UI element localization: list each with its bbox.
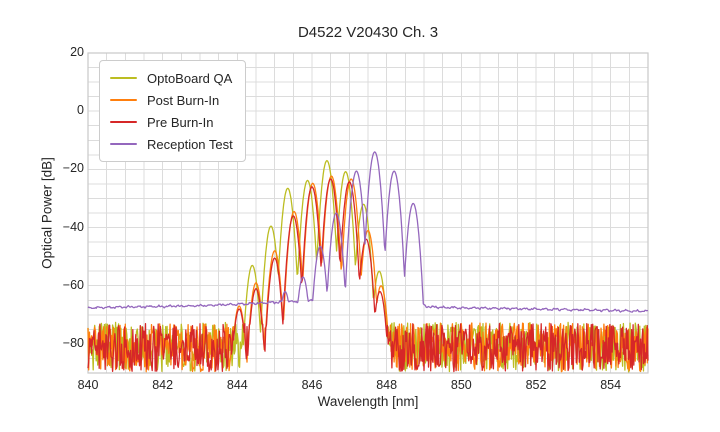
y-tick-label: −20: [62, 161, 84, 176]
y-tick-label: 20: [70, 45, 84, 59]
series-pre-burn-in: [87, 178, 649, 373]
y-tick-label: −80: [62, 335, 84, 350]
chart-title: D4522 V20430 Ch. 3: [297, 24, 439, 41]
series-post-burn-in: [87, 175, 649, 373]
x-tick-label: 854: [600, 378, 622, 392]
x-tick-label: 846: [301, 378, 323, 392]
legend-line-swatch: [110, 142, 137, 146]
x-tick-label: 840: [77, 378, 99, 392]
y-tick-label: −60: [62, 277, 84, 292]
y-tick-label: 0: [77, 103, 84, 118]
legend-item: Reception Test: [110, 133, 233, 155]
plot-border: [87, 52, 649, 374]
grid: [87, 52, 649, 374]
legend-line-swatch: [110, 98, 137, 102]
x-tick-label: 844: [226, 378, 248, 392]
legend-item: Post Burn-In: [110, 89, 233, 111]
x-axis-title: Wavelength [nm]: [317, 394, 419, 409]
legend-line-swatch: [110, 76, 137, 80]
y-tick-label: −40: [62, 219, 84, 234]
series-reception-test: [87, 151, 649, 313]
x-tick-label: 848: [376, 378, 398, 392]
x-tick-label: 842: [152, 378, 174, 392]
legend-item: Pre Burn-In: [110, 111, 233, 133]
legend-item: OptoBoard QA: [110, 67, 233, 89]
legend-label: Pre Burn-In: [147, 114, 214, 130]
legend-line-swatch: [110, 120, 137, 124]
legend: OptoBoard QA Post Burn-In Pre Burn-In Recep…: [99, 60, 246, 162]
legend-label: Post Burn-In: [147, 92, 220, 108]
x-tick-label: 852: [525, 378, 547, 392]
x-tick-label: 850: [450, 378, 472, 392]
legend-label: Reception Test: [147, 136, 233, 152]
legend-label: OptoBoard QA: [147, 70, 233, 86]
